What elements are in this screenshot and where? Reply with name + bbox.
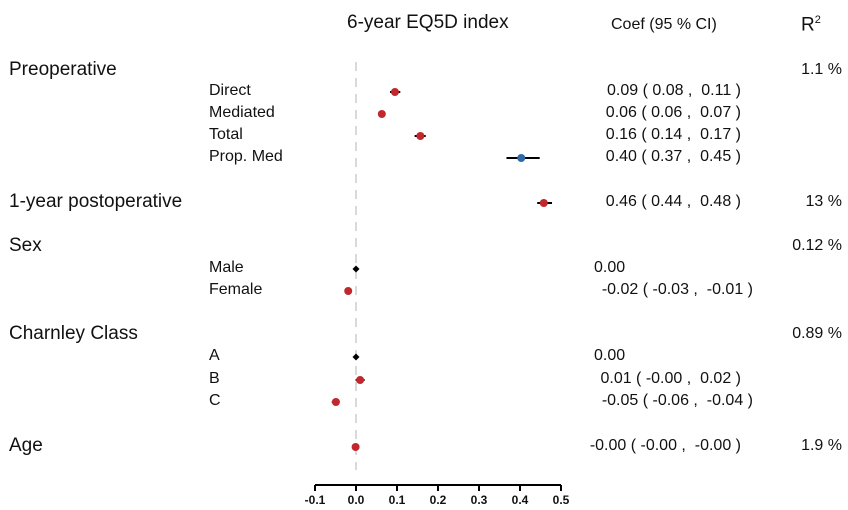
group-charnley-class-row-b-label: B [209, 370, 220, 387]
group-sex-r2: 0.12 % [792, 237, 842, 254]
group-preoperative-r2: 1.1 % [801, 61, 842, 78]
group-sex-row-female-point [344, 287, 353, 295]
group-charnley-class-row-b-coef: 0.01 ( -0.00 , 0.02 ) [600, 370, 741, 387]
group-age-point [351, 443, 360, 451]
group-preoperative-row-mediated-label: Mediated [209, 104, 275, 121]
r2-column-header: R2 [801, 14, 821, 36]
group-age-label: Age [9, 435, 43, 456]
group-1-year-postoperative-r2: 13 % [805, 193, 842, 210]
coef-column-header: Coef (95 % CI) [611, 16, 717, 33]
group-age-r2: 1.9 % [801, 437, 842, 454]
chart-title: 6-year EQ5D index [347, 12, 509, 33]
group-charnley-class-row-c-coef: -0.05 ( -0.06 , -0.04 ) [601, 392, 753, 409]
x-tick-label-2: 0.1 [388, 493, 406, 507]
x-tick-label-5: 0.4 [511, 493, 529, 507]
group-preoperative-row-mediated-point [377, 110, 386, 118]
group-sex-row-male-label: Male [209, 259, 244, 276]
group-charnley-class-r2: 0.89 % [792, 325, 842, 342]
group-1-year-postoperative-label: 1-year postoperative [9, 191, 183, 212]
group-sex-label: Sex [9, 235, 42, 256]
group-1-year-postoperative-coef: 0.46 ( 0.44 , 0.48 ) [605, 193, 741, 210]
group-charnley-class-row-c-label: C [209, 392, 221, 409]
group-preoperative-row-total-label: Total [209, 126, 243, 143]
x-tick-label-0: -0.1 [304, 493, 326, 507]
group-charnley-class-row-b-point [356, 376, 365, 384]
group-sex-row-female-coef: -0.02 ( -0.03 , -0.01 ) [601, 281, 753, 298]
group-sex-row-male-coef: 0.00 [594, 259, 626, 276]
group-charnley-class-row-a-reference-marker [352, 353, 360, 361]
group-preoperative-row-total-point [416, 132, 425, 140]
group-1-year-postoperative-point [539, 199, 548, 207]
group-sex-row-male-reference-marker [352, 265, 360, 273]
group-sex-row-female-label: Female [209, 281, 263, 298]
group-charnley-class-row-a-label: A [209, 347, 220, 364]
group-preoperative-row-prop-med-point [517, 154, 526, 162]
x-tick-label-6: 0.5 [552, 493, 570, 507]
group-charnley-class-row-c-point [331, 398, 340, 406]
group-preoperative-row-direct-coef: 0.09 ( 0.08 , 0.11 ) [606, 82, 741, 99]
group-preoperative-row-total-coef: 0.16 ( 0.14 , 0.17 ) [605, 126, 741, 143]
x-tick-label-4: 0.3 [470, 493, 488, 507]
group-preoperative-row-direct-point [390, 88, 399, 96]
group-charnley-class-label: Charnley Class [9, 323, 138, 344]
group-preoperative-row-direct-label: Direct [209, 82, 251, 99]
group-preoperative-row-prop-med-label: Prop. Med [209, 148, 283, 165]
x-tick-label-1: 0.0 [347, 493, 365, 507]
group-age-coef: -0.00 ( -0.00 , -0.00 ) [589, 437, 741, 454]
x-tick-label-3: 0.2 [429, 493, 447, 507]
group-preoperative-row-prop-med-coef: 0.40 ( 0.37 , 0.45 ) [605, 148, 741, 165]
group-preoperative-label: Preoperative [9, 59, 117, 80]
group-charnley-class-row-a-coef: 0.00 [594, 347, 626, 364]
group-preoperative-row-mediated-coef: 0.06 ( 0.06 , 0.07 ) [605, 104, 741, 121]
